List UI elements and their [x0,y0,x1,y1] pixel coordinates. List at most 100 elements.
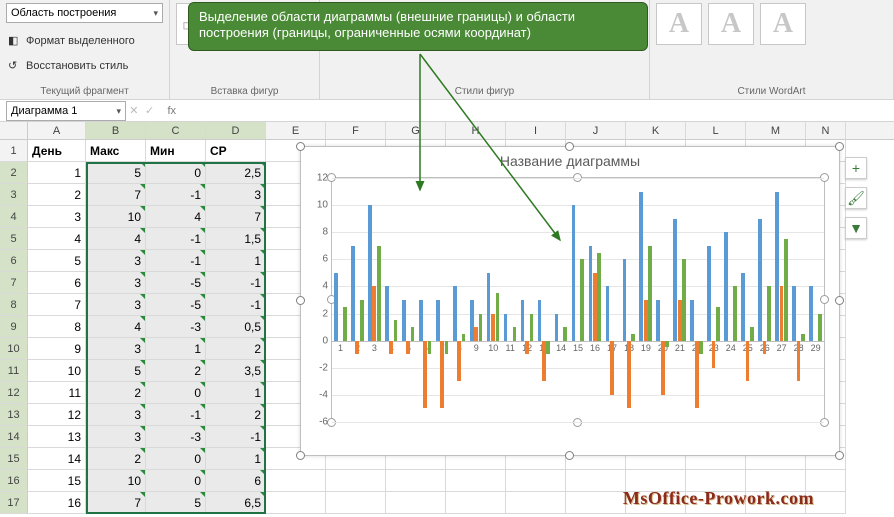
formula-input[interactable] [186,102,894,120]
chart-object[interactable]: + 🖌 ▼ Название диаграммы -6-4-2024681012… [300,146,840,456]
bar[interactable] [644,300,648,341]
bar[interactable] [377,246,381,341]
bar[interactable] [504,314,508,341]
bar[interactable] [639,192,643,341]
column-header[interactable]: J [566,122,626,139]
bar[interactable] [491,314,495,341]
cell[interactable]: 3,5 [206,360,266,382]
row-header[interactable]: 12 [0,382,28,404]
bar[interactable] [665,341,669,348]
cell[interactable]: 13 [28,426,86,448]
cell[interactable]: 1 [206,382,266,404]
cell[interactable]: 0 [146,470,206,492]
bar[interactable] [470,300,474,341]
row-header[interactable]: 3 [0,184,28,206]
row-header[interactable]: 13 [0,404,28,426]
column-header[interactable]: N [806,122,846,139]
select-all-corner[interactable] [0,122,28,139]
chart-add-element-button[interactable]: + [845,157,867,179]
resize-handle[interactable] [565,451,574,460]
cell[interactable]: 3 [28,206,86,228]
row-header[interactable]: 9 [0,316,28,338]
cell[interactable]: 2 [206,338,266,360]
cell[interactable]: -5 [146,294,206,316]
bar[interactable] [712,341,716,368]
bar[interactable] [423,341,427,409]
bar[interactable] [440,341,444,409]
row-header[interactable]: 15 [0,448,28,470]
bar[interactable] [784,239,788,341]
cell[interactable]: 14 [28,448,86,470]
bar[interactable] [631,334,635,341]
column-header[interactable]: H [446,122,506,139]
cell[interactable]: 8 [28,316,86,338]
bar[interactable] [673,219,677,341]
bar[interactable] [453,286,457,340]
bar[interactable] [797,341,801,382]
bar[interactable] [724,232,728,340]
cell[interactable]: 10 [86,470,146,492]
column-header[interactable]: B [86,122,146,139]
bar[interactable] [716,307,720,341]
bar[interactable] [695,341,699,409]
bar[interactable] [368,205,372,341]
bar[interactable] [487,273,491,341]
row-header[interactable]: 7 [0,272,28,294]
bar[interactable] [580,259,584,340]
plot-area[interactable]: -6-4-20246810121234567891011121314151617… [331,177,825,423]
cell[interactable]: 16 [28,492,86,514]
wordart-gallery[interactable]: A A A [656,3,887,45]
bar[interactable] [525,341,529,355]
bar[interactable] [355,341,359,355]
bar[interactable] [682,259,686,340]
cell[interactable]: 2,5 [206,162,266,184]
bar[interactable] [809,286,813,340]
name-box[interactable]: Диаграмма 1 [6,101,126,121]
cell[interactable]: 0 [146,382,206,404]
bar[interactable] [402,300,406,341]
resize-handle[interactable] [296,142,305,151]
cell[interactable]: 6 [206,470,266,492]
bar[interactable] [343,307,347,341]
cell[interactable]: 2 [146,360,206,382]
cell[interactable]: -1 [206,272,266,294]
bar[interactable] [656,300,660,341]
bar[interactable] [419,300,423,341]
bar[interactable] [775,192,779,341]
bar[interactable] [767,286,771,340]
spreadsheet-grid[interactable]: ABCDEFGHIJKLMN 1ДеньМаксМинСР21502,5327-… [0,122,894,517]
cell[interactable] [506,492,566,514]
cell[interactable]: -1 [146,228,206,250]
cell[interactable]: 2 [206,404,266,426]
cell[interactable]: 0 [146,448,206,470]
cell[interactable] [446,470,506,492]
bar[interactable] [610,341,614,395]
column-header[interactable]: I [506,122,566,139]
cell[interactable]: 7 [28,294,86,316]
wordart-thumb[interactable]: A [760,3,806,45]
bar[interactable] [411,327,415,341]
cell[interactable]: 3 [86,272,146,294]
cell[interactable]: 3 [206,184,266,206]
bar[interactable] [707,246,711,341]
bar[interactable] [428,341,432,355]
bar[interactable] [746,341,750,382]
column-header[interactable]: E [266,122,326,139]
cell[interactable]: 0,5 [206,316,266,338]
cell[interactable]: 4 [146,206,206,228]
bar[interactable] [763,341,767,355]
column-header[interactable]: A [28,122,86,139]
bar[interactable] [801,334,805,341]
bar[interactable] [627,341,631,409]
cell[interactable] [326,470,386,492]
cell[interactable]: -1 [206,294,266,316]
cell[interactable]: 6,5 [206,492,266,514]
column-header[interactable]: C [146,122,206,139]
row-header[interactable]: 5 [0,228,28,250]
cell[interactable] [506,470,566,492]
cell[interactable]: 5 [28,250,86,272]
bar[interactable] [555,314,559,341]
cell[interactable] [266,492,326,514]
bar[interactable] [389,341,393,355]
cell[interactable]: 6 [28,272,86,294]
